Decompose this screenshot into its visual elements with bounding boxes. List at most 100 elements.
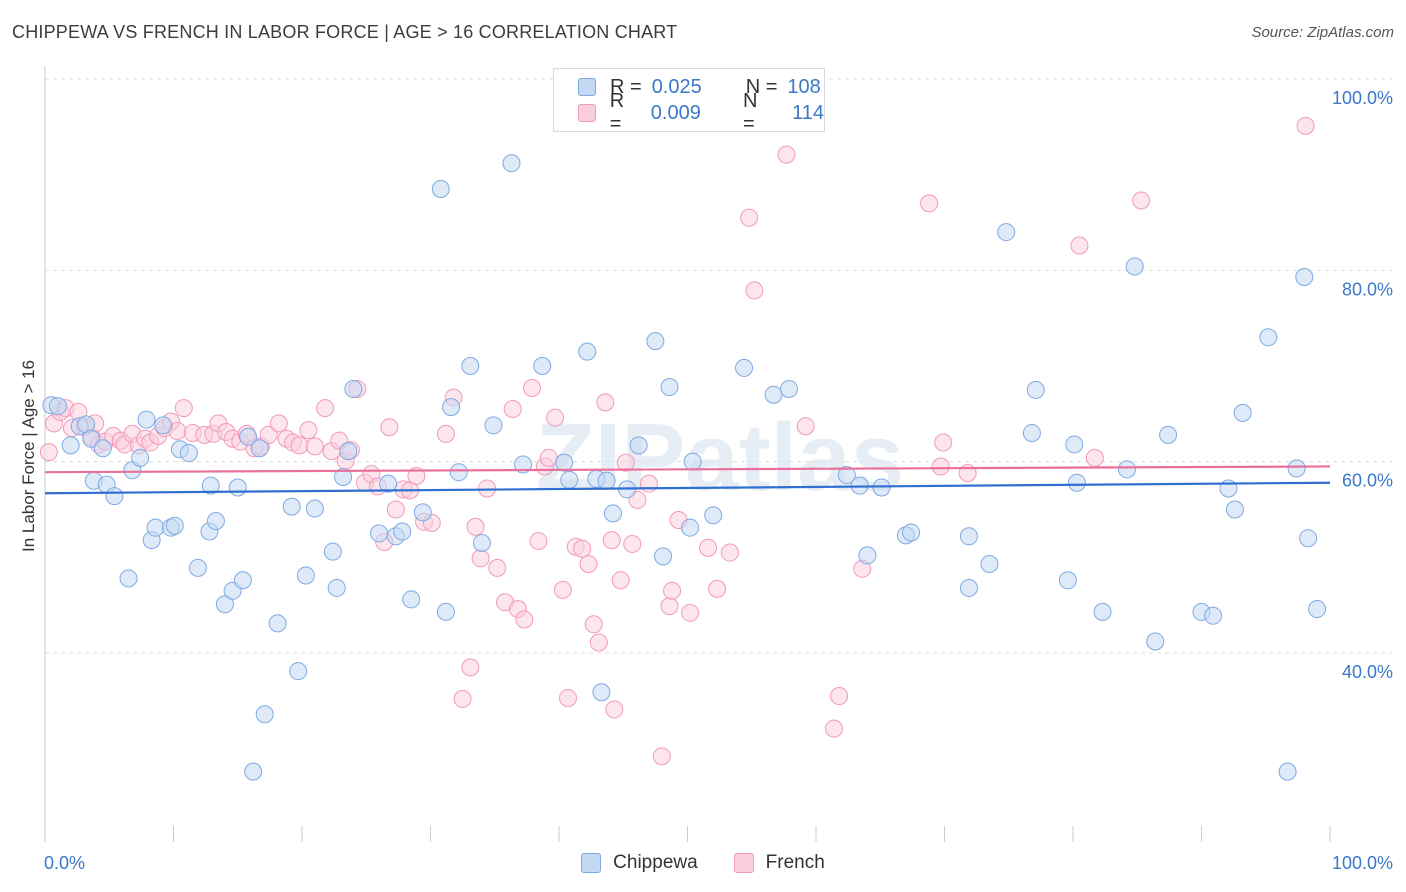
- tick-labels: 40.0% 60.0% 80.0% 100.0% 0.0% 100.0%: [44, 88, 1393, 873]
- french-legend-swatch: [733, 853, 754, 873]
- correlation-legend: R = 0.025 N = 108 R = 0.009 N = 114: [553, 68, 825, 135]
- french-point: [796, 417, 815, 436]
- french-point: [553, 580, 572, 599]
- series-legend: Chippewa French: [0, 852, 1406, 874]
- french-point: [380, 418, 399, 437]
- legend-label-french: French: [765, 852, 825, 873]
- chippewa-point: [1022, 423, 1041, 442]
- french-point: [740, 208, 759, 227]
- legend-r-value-chippewa: 0.025: [651, 75, 702, 98]
- chippewa-point: [997, 223, 1016, 242]
- chippewa-point: [137, 410, 156, 429]
- chippewa-point: [154, 416, 173, 435]
- chippewa-point: [119, 569, 138, 588]
- legend-row-chippewa: R = 0.025 N = 108: [578, 75, 821, 99]
- chart-title: CHIPPEWA VS FRENCH IN LABOR FORCE | AGE …: [12, 22, 678, 42]
- french-point: [466, 517, 485, 536]
- french-trend-line: [44, 465, 1331, 474]
- chippewa-point: [681, 518, 700, 537]
- french-point: [1296, 116, 1315, 135]
- chippewa-point: [1093, 602, 1112, 621]
- chippewa-point: [228, 478, 247, 497]
- chippewa-point: [1058, 571, 1077, 590]
- french-point: [290, 436, 309, 455]
- chippewa-point: [289, 662, 308, 681]
- chippewa-point: [1117, 460, 1136, 479]
- chippewa-point: [268, 614, 287, 633]
- chippewa-point: [603, 504, 622, 523]
- french-point: [471, 549, 490, 568]
- chippewa-point: [1146, 632, 1165, 651]
- french-point: [931, 457, 950, 476]
- chippewa-point: [1259, 328, 1278, 347]
- chippewa-point: [1225, 500, 1244, 519]
- chippewa-point: [1295, 268, 1314, 287]
- y-axis-label: In Labor Force | Age > 16: [19, 360, 38, 552]
- watermark: ZIPatlas: [536, 404, 904, 511]
- french-point: [934, 433, 953, 452]
- french-point: [1132, 191, 1151, 210]
- french-point: [824, 719, 843, 738]
- french-point: [523, 379, 542, 398]
- chippewa-point: [244, 762, 263, 781]
- chippewa-point: [239, 427, 258, 446]
- french-point: [478, 479, 497, 498]
- french-point: [639, 474, 658, 493]
- chippewa-point: [654, 547, 673, 566]
- legend-row-french: R = 0.009 N = 114: [578, 90, 824, 135]
- legend-item-french: French: [733, 852, 825, 874]
- chippewa-point: [592, 683, 611, 702]
- chippewa-point: [858, 546, 877, 565]
- chippewa-point: [393, 522, 412, 541]
- french-point: [1070, 236, 1089, 255]
- french-point: [720, 543, 739, 562]
- chippewa-legend-swatch: [581, 853, 602, 873]
- series-chippewa-points: [42, 154, 1327, 781]
- french-point: [174, 399, 193, 418]
- chart-source: Source: ZipAtlas.com: [1251, 24, 1394, 41]
- chippewa-point: [1278, 762, 1297, 781]
- legend-n-value-chippewa: 108: [787, 75, 821, 98]
- legend-r-value-french: 0.009: [650, 101, 701, 124]
- chippewa-point: [461, 357, 480, 375]
- legend-item-chippewa: Chippewa: [581, 852, 698, 874]
- chippewa-point: [339, 442, 358, 461]
- french-point: [699, 538, 718, 557]
- chippewa-point: [82, 429, 101, 448]
- french-point: [602, 531, 621, 550]
- trend-lines: [44, 465, 1331, 495]
- chippewa-trend-line: [44, 481, 1331, 495]
- chippewa-point: [61, 436, 80, 455]
- chippewa-point: [704, 506, 723, 525]
- chippewa-point: [735, 358, 754, 377]
- chippewa-point: [1299, 529, 1318, 548]
- chippewa-point: [959, 578, 978, 597]
- french-point: [1085, 448, 1104, 467]
- legend-r-label: R =: [609, 90, 625, 135]
- french-point: [660, 597, 679, 616]
- french-point: [539, 448, 558, 467]
- french-point: [663, 581, 682, 600]
- chippewa-point: [1233, 403, 1252, 422]
- chippewa-point: [660, 378, 679, 397]
- french-point: [605, 700, 624, 719]
- chippewa-point: [188, 558, 207, 577]
- chippewa-point: [1125, 257, 1144, 276]
- chippewa-point: [646, 332, 665, 351]
- french-point: [386, 500, 405, 519]
- legend-label-chippewa: Chippewa: [613, 852, 698, 873]
- legend-n-label: N =: [743, 90, 758, 135]
- chippewa-point: [327, 578, 346, 597]
- chippewa-point: [93, 439, 112, 458]
- french-point: [503, 400, 522, 419]
- french-point: [589, 633, 608, 652]
- chippewa-point: [215, 595, 234, 614]
- y-tick-label: 40.0%: [1342, 662, 1393, 682]
- chippewa-swatch: [578, 78, 596, 96]
- french-point: [269, 414, 288, 433]
- french-point: [830, 687, 849, 706]
- french-point: [708, 579, 727, 598]
- y-tick-label: 100.0%: [1332, 88, 1393, 108]
- french-point: [745, 281, 764, 300]
